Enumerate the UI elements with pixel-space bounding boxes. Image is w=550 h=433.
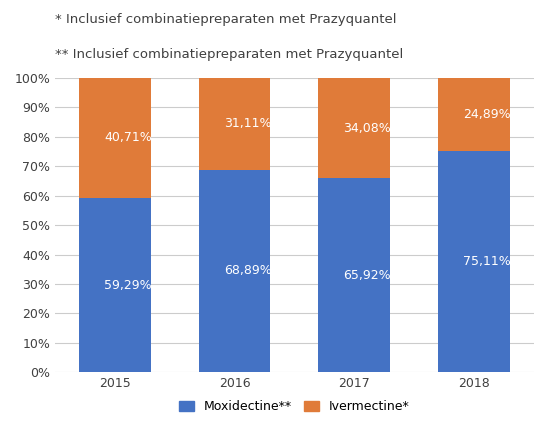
Bar — [438, 78, 510, 151]
Text: * Inclusief combinatiepreparaten met Prazyquantel: * Inclusief combinatiepreparaten met Pra… — [55, 13, 397, 26]
Bar — [318, 78, 390, 178]
Text: 40,71%: 40,71% — [104, 131, 152, 144]
Text: 68,89%: 68,89% — [224, 265, 271, 278]
Text: 75,11%: 75,11% — [463, 255, 510, 268]
Legend: Moxidectine**, Ivermectine*: Moxidectine**, Ivermectine* — [179, 400, 410, 413]
Text: 34,08%: 34,08% — [343, 122, 391, 135]
Bar — [318, 178, 390, 372]
Text: 24,89%: 24,89% — [463, 108, 510, 121]
Bar — [199, 78, 271, 170]
Text: 31,11%: 31,11% — [224, 117, 271, 130]
Bar — [79, 198, 151, 372]
Text: ** Inclusief combinatiepreparaten met Prazyquantel: ** Inclusief combinatiepreparaten met Pr… — [55, 48, 403, 61]
Text: 59,29%: 59,29% — [104, 278, 152, 291]
Bar — [438, 151, 510, 372]
Bar — [199, 170, 271, 372]
Text: 65,92%: 65,92% — [343, 269, 391, 282]
Bar — [79, 78, 151, 198]
